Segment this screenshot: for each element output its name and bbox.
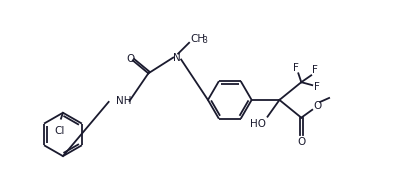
Text: O: O <box>296 137 305 147</box>
Text: NH: NH <box>115 96 131 106</box>
Text: O: O <box>126 53 134 64</box>
Text: F: F <box>314 82 319 92</box>
Text: HO: HO <box>249 119 265 129</box>
Text: CH: CH <box>190 34 205 44</box>
Text: N: N <box>173 53 180 63</box>
Text: O: O <box>312 101 320 111</box>
Text: F: F <box>312 65 317 75</box>
Text: F: F <box>293 63 298 73</box>
Text: Cl: Cl <box>55 125 65 136</box>
Text: 3: 3 <box>201 36 207 45</box>
